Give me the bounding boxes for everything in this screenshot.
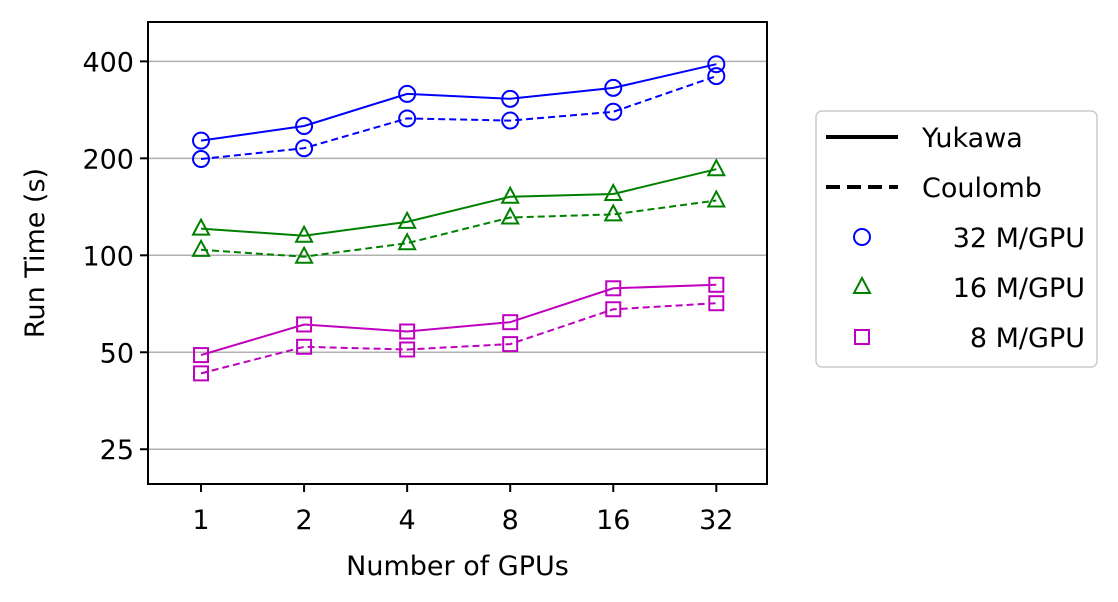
- legend-marker-swatch: [854, 329, 870, 345]
- y-tick-label: 200: [82, 144, 134, 175]
- data-point: [605, 280, 622, 297]
- data-point: [193, 365, 210, 382]
- legend-item: 32 M/GPU: [853, 223, 1085, 254]
- data-point: [500, 206, 520, 225]
- legend-item: 8 M/GPU: [854, 323, 1085, 354]
- x-tick-label: 16: [596, 505, 630, 536]
- legend-item: Coulomb: [826, 173, 1042, 204]
- data-point: [708, 295, 725, 312]
- data-point: [399, 341, 416, 358]
- data-point: [193, 347, 210, 364]
- data-point: [603, 203, 623, 222]
- legend-label: 8 M/GPU: [970, 323, 1085, 354]
- data-point: [191, 238, 211, 257]
- legend-label: 32 M/GPU: [953, 223, 1085, 254]
- data-point: [295, 139, 314, 158]
- legend-marker-swatch: [853, 228, 871, 246]
- data-point: [603, 182, 623, 201]
- data-point: [192, 150, 211, 169]
- legend-marker-swatch: [852, 275, 872, 294]
- data-point: [604, 78, 623, 97]
- data-point: [397, 232, 417, 251]
- series-line: [200, 75, 717, 160]
- x-tick-label: 8: [502, 505, 519, 536]
- x-tick-label: 4: [399, 505, 416, 536]
- data-point: [294, 245, 314, 264]
- x-tick-label: 32: [699, 505, 733, 536]
- legend-label: Yukawa: [921, 123, 1023, 154]
- data-point: [398, 84, 417, 103]
- series-16-m-gpucoulomb: [191, 189, 726, 264]
- series-16-m-gpuyukawa: [191, 158, 726, 243]
- data-point: [706, 158, 726, 177]
- data-point: [397, 210, 417, 229]
- y-axis-ticks: 25 50 100 200 400: [82, 47, 148, 466]
- x-tick-label: 1: [192, 505, 209, 536]
- data-point: [501, 111, 520, 130]
- grid-lines: [148, 60, 767, 450]
- data-point: [191, 217, 211, 236]
- data-point: [604, 102, 623, 121]
- series-group: [191, 55, 726, 382]
- x-tick-label: 2: [295, 505, 312, 536]
- x-axis-label: Number of GPUs: [346, 551, 569, 582]
- legend-box: [815, 110, 1098, 368]
- data-point: [294, 224, 314, 243]
- y-tick-label: 400: [82, 47, 134, 78]
- legend: Yukawa Coulomb 32 M/GPU 16 M/GPU 8 M/GPU: [815, 110, 1098, 368]
- data-point: [501, 89, 520, 108]
- data-point: [502, 314, 519, 331]
- data-point: [502, 336, 519, 353]
- series-line: [200, 168, 717, 237]
- series-line: [200, 302, 717, 375]
- series-line: [200, 63, 717, 142]
- series-8-m-gpuyukawa: [193, 276, 725, 364]
- series-line: [200, 199, 717, 258]
- data-point: [707, 67, 726, 86]
- data-point: [500, 185, 520, 204]
- series-32-m-gpucoulomb: [192, 67, 726, 169]
- series-32-m-gpuyukawa: [192, 55, 726, 150]
- data-point: [192, 131, 211, 150]
- data-point: [295, 117, 314, 136]
- legend-item: 16 M/GPU: [852, 273, 1085, 304]
- series-line: [200, 283, 717, 357]
- legend-label: 16 M/GPU: [953, 273, 1085, 304]
- plot-frame: [147, 21, 768, 485]
- data-point: [296, 338, 313, 355]
- y-axis-label: Run Time (s): [20, 168, 51, 338]
- series-8-m-gpucoulomb: [193, 295, 725, 382]
- data-point: [706, 189, 726, 208]
- data-point: [708, 276, 725, 293]
- data-point: [398, 109, 417, 128]
- x-axis-ticks: 1 2 4 8 16 32: [192, 484, 733, 536]
- y-tick-label: 100: [82, 241, 134, 272]
- data-point: [605, 301, 622, 318]
- data-point: [296, 316, 313, 333]
- y-tick-label: 50: [100, 338, 134, 369]
- legend-label: Coulomb: [922, 173, 1042, 204]
- data-point: [399, 323, 416, 340]
- legend-item: Yukawa: [826, 123, 1023, 154]
- y-tick-label: 25: [100, 435, 134, 466]
- data-point: [707, 55, 726, 74]
